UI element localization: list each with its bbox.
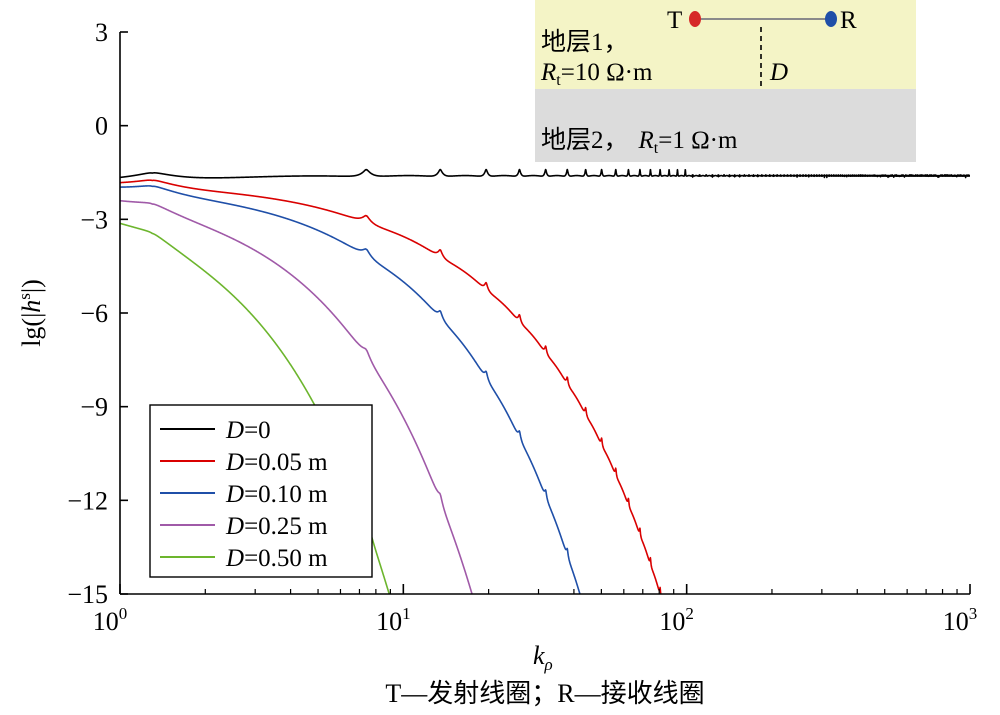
transmitter-label: T [667,7,682,34]
figure-caption: T—发射线圈；R—接收线圈 [385,679,704,708]
x-tick-label: 100 [93,604,128,636]
layer1-band [535,0,916,89]
layer2-label: 地层2， Rt=1 Ω·m [541,126,738,157]
legend-label-0: D=0 [225,417,271,444]
y-tick-label: −6 [80,299,108,328]
x-axis-title: kρ [533,641,553,674]
series-line-1 [120,179,662,594]
y-tick-label: −12 [67,486,108,515]
x-ticks: 100 101 102 103 [93,584,978,636]
y-ticks: 3 0 −3 −6 −9 −12 −15 [67,18,128,609]
y-tick-label: 3 [95,18,108,47]
x-tick-label: 101 [376,604,411,636]
series-line-2 [120,185,581,594]
y-tick-label: −3 [80,205,108,234]
legend-label-4: D=0.50 m [225,545,328,572]
receiver-label: R [840,7,857,34]
receiver-coil-icon [825,11,837,27]
legend-label-2: D=0.10 m [225,481,328,508]
legend-box [149,404,373,578]
transmitter-coil-icon [689,11,701,27]
series-line-0 [120,168,970,179]
layer2-band [535,89,916,162]
x-tick-label: 103 [943,604,978,636]
y-tick-label: −9 [80,393,108,422]
layer1-resistivity: Rt=10 Ω·m [540,59,653,89]
legend-label-1: D=0.05 m [225,449,328,476]
y-tick-label: −15 [67,580,108,609]
series-line-4 [120,222,391,594]
x-tick-label: 102 [659,604,694,636]
series-line-3 [120,199,473,594]
legend: D=0 D=0.05 m D=0.10 m D=0.25 m D=0.50 m [149,404,373,578]
y-axis-title: lg(|hs|) [15,279,46,347]
legend-label-3: D=0.25 m [225,513,328,540]
series-curves [120,168,970,594]
y-tick-label: 0 [95,112,108,141]
depth-label: D [769,59,788,86]
layer-schematic-inset: T R D 地层1， Rt=10 Ω·m 地层2， Rt=1 Ω·m [535,0,916,162]
layer1-title: 地层1， [541,28,629,56]
